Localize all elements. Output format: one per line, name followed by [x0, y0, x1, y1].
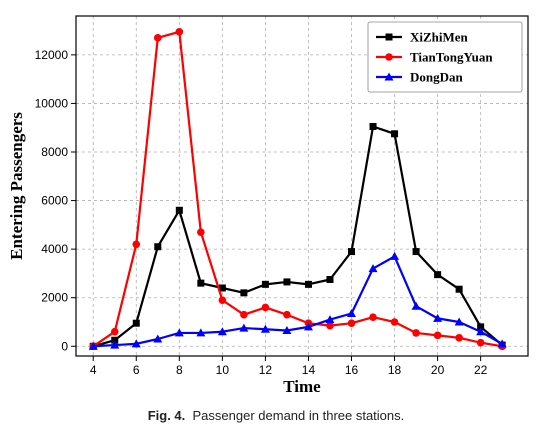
legend-box	[367, 21, 523, 93]
data-point-dongdan	[476, 327, 486, 336]
data-point-xizhimen	[261, 280, 269, 288]
data-point-xizhimen	[132, 319, 140, 327]
data-point-xizhimen	[197, 279, 205, 287]
y-tick-label: 6000	[41, 194, 68, 208]
data-point-dongdan	[411, 301, 421, 310]
data-point-xizhimen	[111, 336, 119, 344]
legend-marker-tiantongyuan	[385, 53, 393, 61]
data-point-tiantongyuan	[369, 313, 377, 321]
legend-label-dongdan: DongDan	[410, 70, 464, 85]
x-tick-label: 18	[388, 363, 402, 377]
legend-marker-xizhimen	[385, 33, 393, 41]
data-point-xizhimen	[240, 289, 248, 297]
data-point-dongdan	[303, 322, 313, 331]
data-point-dongdan	[433, 313, 443, 322]
data-point-dongdan	[110, 340, 120, 349]
legend: XiZhiMen TianTongYuan DongDan	[367, 21, 523, 93]
x-tick-label: 8	[176, 363, 183, 377]
data-point-tiantongyuan	[433, 331, 442, 340]
data-point-xizhimen	[218, 284, 226, 292]
data-point-xizhimen	[348, 248, 356, 256]
data-point-dongdan	[347, 309, 357, 317]
data-point-dongdan	[325, 315, 335, 324]
line-chart: 4 6 8 10 12 14 16 18 20 22 0 2000 4000 6000 8000 10000…	[7, 15, 529, 396]
x-axis-ticks: 4 6 8 10 12 14 16 18 20 22	[90, 356, 488, 377]
y-tick-label: 12000	[35, 48, 69, 62]
data-point-dongdan	[153, 334, 163, 343]
x-tick-label: 4	[90, 363, 97, 377]
x-tick-label: 10	[216, 363, 230, 377]
data-point-xizhimen	[455, 285, 463, 293]
x-tick-label: 14	[302, 363, 316, 377]
legend-label-tiantongyuan: TianTongYuan	[410, 50, 493, 65]
data-point-dongdan	[282, 326, 292, 334]
data-point-tiantongyuan	[153, 34, 162, 42]
data-point-tiantongyuan	[132, 240, 141, 249]
data-point-tiantongyuan	[326, 321, 334, 330]
x-tick-label: 22	[474, 363, 488, 377]
series-tiantongyuan	[89, 27, 506, 351]
y-tick-label: 4000	[41, 242, 68, 256]
y-axis-label: Entering Passengers	[7, 112, 26, 260]
data-point-dongdan	[174, 328, 184, 337]
y-tick-label: 8000	[41, 145, 68, 159]
data-point-tiantongyuan	[390, 318, 399, 326]
data-point-xizhimen	[412, 248, 420, 256]
data-point-xizhimen	[283, 278, 291, 286]
x-tick-label: 16	[345, 363, 359, 377]
data-point-xizhimen	[391, 130, 399, 138]
y-axis-ticks: 0 2000 4000 6000 8000 10000 12000	[35, 48, 76, 353]
legend-marker-dongdan	[384, 72, 394, 81]
data-point-xizhimen	[326, 276, 334, 283]
data-point-tiantongyuan	[476, 338, 485, 347]
data-point-dongdan	[368, 264, 378, 273]
x-axis-label: Time	[283, 377, 321, 396]
data-point-tiantongyuan	[110, 327, 119, 336]
data-point-tiantongyuan	[261, 303, 270, 312]
data-point-dongdan	[390, 251, 400, 260]
y-tick-label: 0	[61, 339, 68, 353]
data-point-xizhimen	[154, 243, 162, 251]
legend-label-xizhimen: XiZhiMen	[410, 30, 469, 45]
series-layer	[88, 27, 507, 351]
data-point-tiantongyuan	[175, 27, 184, 36]
x-tick-label: 6	[133, 363, 140, 377]
y-tick-label: 2000	[41, 291, 68, 305]
data-point-dongdan	[196, 328, 206, 337]
data-point-tiantongyuan	[455, 333, 463, 342]
caption-label: Fig. 4.	[147, 408, 186, 423]
data-point-dongdan	[131, 339, 141, 348]
y-tick-label: 10000	[35, 96, 69, 110]
data-point-dongdan	[88, 341, 98, 350]
data-point-tiantongyuan	[197, 228, 205, 236]
data-point-tiantongyuan	[283, 310, 291, 319]
data-point-xizhimen	[477, 323, 485, 331]
x-tick-label: 12	[259, 363, 273, 377]
plot-frame	[75, 15, 529, 357]
data-point-xizhimen	[369, 123, 377, 130]
data-point-dongdan	[260, 324, 270, 333]
caption-text: Passenger demand in three stations.	[192, 408, 405, 423]
data-point-xizhimen	[434, 271, 442, 279]
grid-lines	[76, 16, 528, 356]
data-point-dongdan	[239, 323, 249, 332]
series-line-xizhimen	[92, 125, 503, 348]
data-point-dongdan	[217, 327, 227, 336]
data-point-tiantongyuan	[412, 329, 420, 337]
data-point-tiantongyuan	[240, 310, 248, 319]
data-point-xizhimen	[304, 280, 312, 288]
data-point-tiantongyuan	[218, 296, 227, 304]
series-xizhimen	[89, 123, 506, 350]
figure-caption: Fig. 4. Passenger demand in three statio…	[0, 408, 552, 423]
data-point-dongdan	[497, 339, 507, 348]
data-point-tiantongyuan	[347, 319, 356, 328]
series-dongdan	[88, 251, 507, 350]
x-tick-label: 20	[431, 363, 445, 377]
data-point-dongdan	[454, 317, 464, 326]
series-line-dongdan	[93, 255, 503, 348]
data-point-xizhimen	[175, 206, 183, 214]
